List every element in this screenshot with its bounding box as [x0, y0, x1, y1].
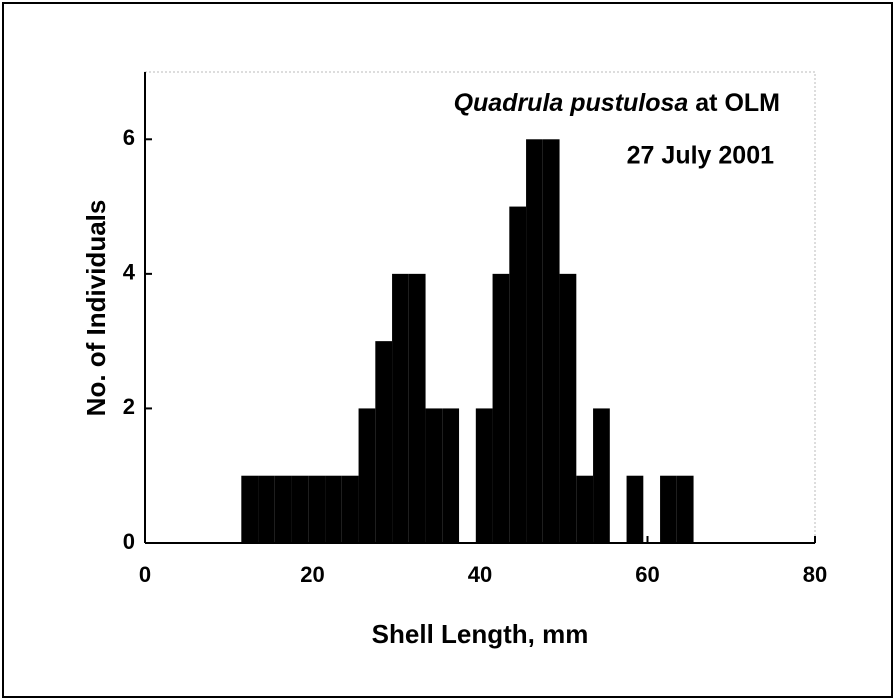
bar — [425, 408, 443, 543]
bar — [341, 475, 359, 543]
bar — [325, 475, 342, 543]
bar — [475, 408, 493, 543]
y-tick-label: 2 — [123, 394, 135, 419]
y-tick-label: 6 — [123, 125, 135, 150]
location: at OLM — [695, 89, 780, 117]
bar — [559, 273, 577, 543]
bar — [258, 475, 275, 543]
bar — [676, 475, 694, 543]
bar — [509, 206, 527, 544]
x-tick-label: 20 — [300, 562, 324, 587]
bar — [593, 408, 610, 543]
bar — [241, 475, 259, 543]
y-tick-label: 4 — [123, 260, 136, 285]
x-tick-label: 80 — [803, 562, 827, 587]
y-axis-label: No. of Individuals — [81, 200, 111, 417]
bar — [375, 341, 393, 543]
bar — [358, 408, 376, 543]
bar — [576, 475, 594, 543]
bar — [392, 273, 409, 543]
bar — [308, 475, 326, 543]
y-tick-label: 0 — [123, 529, 135, 554]
bar — [542, 139, 560, 544]
bar — [274, 475, 292, 543]
bar — [660, 475, 677, 543]
annotation: Quadrula pustulosa at OLM — [454, 89, 780, 117]
x-tick-label: 0 — [139, 562, 151, 587]
x-tick-label: 40 — [468, 562, 492, 587]
species: Quadrula pustulosa — [454, 89, 689, 117]
bar — [408, 273, 426, 543]
bar — [492, 273, 510, 543]
x-tick-label: 60 — [635, 562, 659, 587]
bar — [626, 475, 644, 543]
annotation-date: 27 July 2001 — [627, 142, 774, 170]
x-axis-label: Shell Length, mm — [372, 619, 589, 649]
bar — [526, 139, 543, 544]
bar — [442, 408, 460, 543]
bar — [291, 475, 309, 543]
